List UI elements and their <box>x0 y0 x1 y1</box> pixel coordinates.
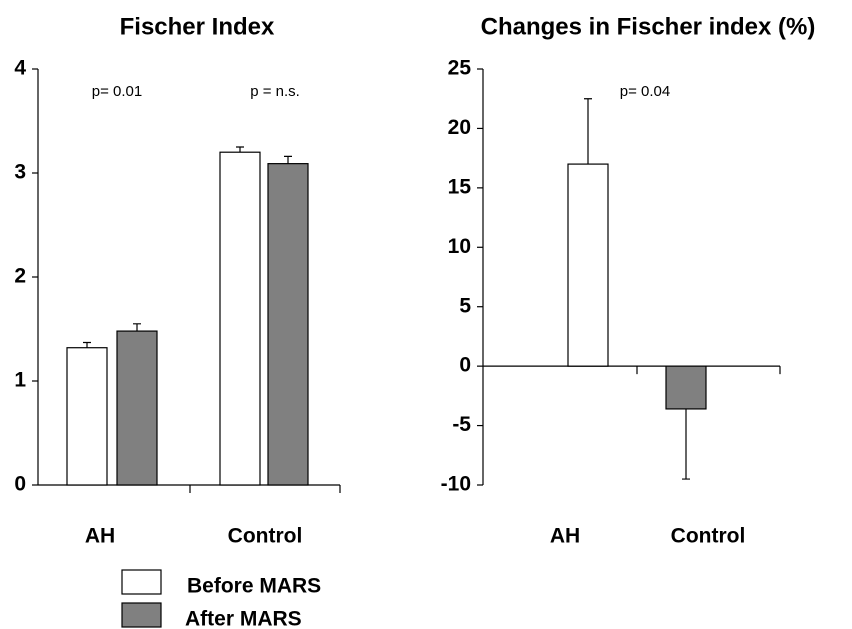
y-tick-label: 25 <box>448 57 472 80</box>
legend-label: Before MARS <box>187 575 321 598</box>
y-tick-label: 5 <box>459 294 471 317</box>
error-bar <box>584 98 592 165</box>
chart-title: Fischer Index <box>120 13 275 40</box>
legend-swatch <box>121 569 162 595</box>
y-tick-label: 0 <box>14 473 26 496</box>
error-bar <box>682 408 690 480</box>
y-tick-label: -10 <box>441 473 471 496</box>
y-tick-label: 2 <box>14 265 26 288</box>
bar <box>219 151 261 486</box>
y-tick-label: 15 <box>448 175 472 198</box>
y-tick-label: 1 <box>14 369 26 392</box>
x-tick-label: AH <box>550 525 580 548</box>
error-bar <box>284 155 292 164</box>
bar <box>567 163 609 367</box>
bar <box>267 163 309 486</box>
y-tick-label: 0 <box>459 354 471 377</box>
error-bar <box>83 341 91 348</box>
bar <box>665 365 707 410</box>
error-bar <box>236 146 244 153</box>
x-tick-label: AH <box>85 525 115 548</box>
chart-title: Changes in Fischer index (%) <box>481 13 816 40</box>
annotation: p = n.s. <box>250 83 300 100</box>
y-tick-label: 3 <box>14 161 26 184</box>
annotation: p= 0.04 <box>620 83 670 100</box>
y-tick-label: 4 <box>14 57 26 80</box>
bar <box>116 330 158 486</box>
error-bar <box>133 323 141 332</box>
x-tick-label: Control <box>671 525 746 548</box>
y-tick-label: 20 <box>448 116 471 139</box>
legend-swatch <box>121 602 162 628</box>
legend-label: After MARS <box>185 608 302 629</box>
y-tick-label: -5 <box>452 413 471 436</box>
annotation: p= 0.01 <box>92 83 142 100</box>
x-tick-label: Control <box>228 525 303 548</box>
bar <box>66 347 108 486</box>
y-tick-label: 10 <box>448 235 471 258</box>
